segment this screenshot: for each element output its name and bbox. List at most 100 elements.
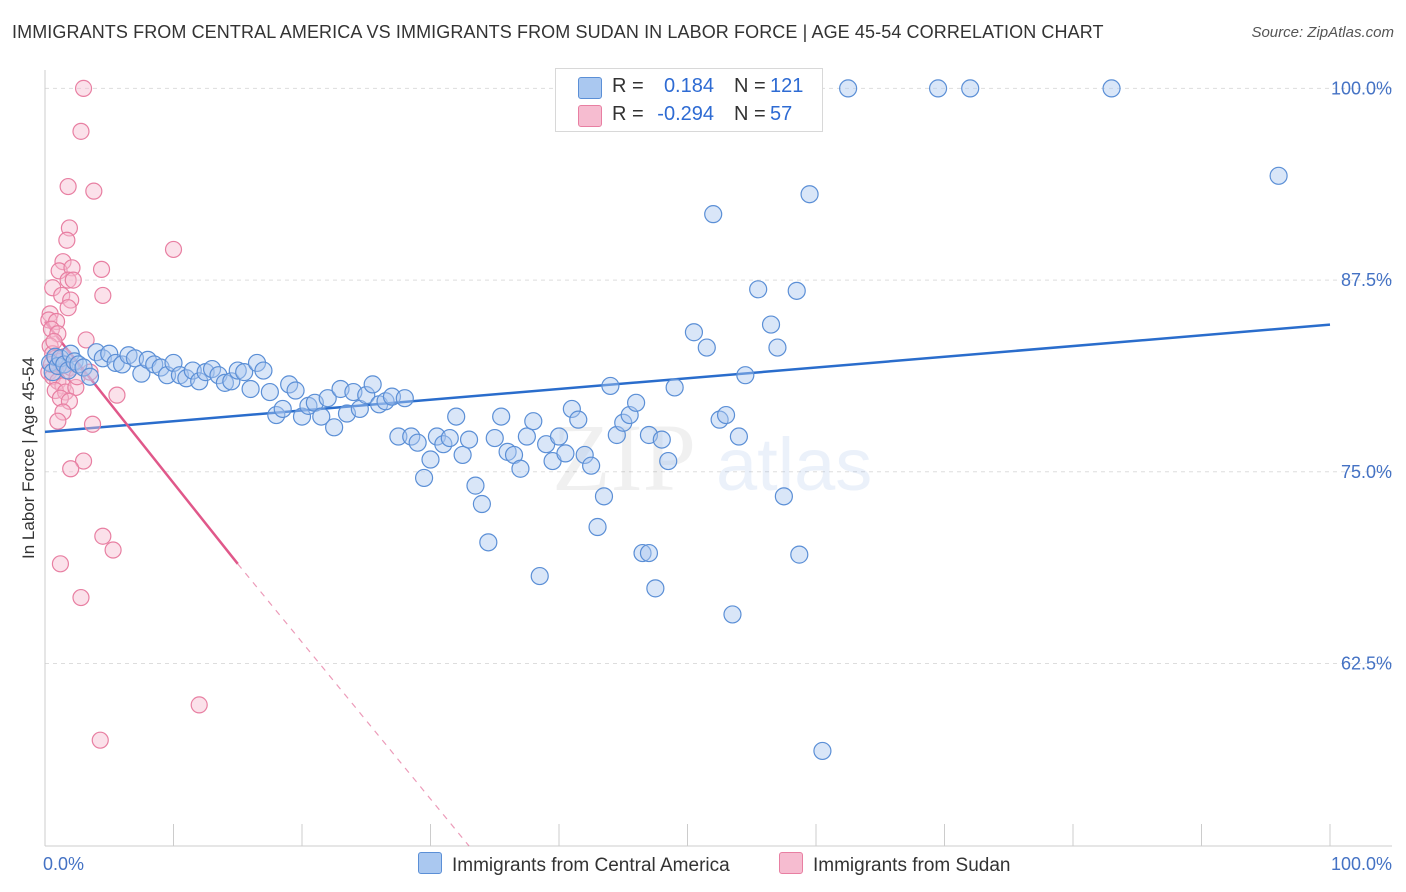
data-point-sudan [59,177,77,196]
legend-swatch-blue [578,77,602,99]
y-tick-label: 75.0% [1341,462,1392,482]
data-point-sudan [74,452,93,470]
x-tick-label-min: 0.0% [43,854,84,874]
data-point-central-america [453,445,472,465]
data-point-central-america [228,361,247,380]
data-point-central-america [639,543,659,563]
trend-line-sudan-extension [237,563,470,847]
data-point-central-america [652,430,671,449]
data-point-central-america [318,389,337,408]
data-point-central-america [716,405,736,425]
bottom-legend-sudan: Immigrants from Sudan [779,852,1010,877]
legend-n-label: N = [734,75,766,97]
data-point-central-america [556,444,575,463]
data-point-central-america [569,410,588,429]
correlation-legend: R = 0.184 N = 121 R = -0.294 N = 57 [555,68,823,132]
legend-n-label: N = [734,103,766,125]
y-tick-label: 100.0% [1331,78,1392,98]
data-point-central-america [633,543,652,563]
data-point-sudan [108,386,126,404]
watermark-atlas: atlas [716,423,872,506]
data-point-sudan [74,79,93,98]
data-point-sudan [59,271,77,289]
x-tick-label-max: 100.0% [1331,854,1392,874]
trend-line-central-america [44,323,1331,434]
data-point-central-america [790,545,809,564]
data-point-sudan [72,588,90,607]
data-point-central-america [395,389,414,408]
data-point-central-america [524,412,543,431]
data-point-sudan [58,231,76,249]
data-point-central-america [273,399,292,419]
data-point-central-america [517,427,536,446]
data-point-sudan [94,527,112,545]
data-point-central-america [69,355,88,374]
data-point-central-america [447,407,466,426]
data-point-central-america [459,430,479,449]
data-point-central-america [594,487,614,506]
trend-lines [44,320,1331,847]
bottom-legend-label: Immigrants from Sudan [813,855,1011,876]
data-point-central-america [813,741,832,761]
data-point-central-america [710,410,729,429]
data-point-central-america [1269,166,1288,185]
data-point-sudan [62,460,80,478]
data-point-central-america [768,338,787,357]
data-point-central-america [800,185,819,204]
data-point-central-america [190,372,209,391]
data-point-central-america [787,281,806,300]
data-point-central-america [961,79,980,98]
data-point-central-america [665,378,684,397]
data-point-central-america [472,494,491,514]
series-central-america-points [41,79,1288,761]
data-point-central-america [582,456,601,475]
data-point-central-america [575,445,594,465]
data-point-sudan [94,286,112,305]
bottom-legend-central-america: Immigrants from Central America [418,852,730,877]
data-point-sudan [104,541,122,559]
data-point-central-america [80,367,100,386]
data-point-sudan [91,731,109,749]
data-point-central-america [1102,79,1121,98]
data-point-central-america [601,376,620,396]
data-point-central-america [928,79,948,98]
data-point-sudan [54,253,72,271]
legend-r-value: -0.294 [657,103,714,125]
data-point-sudan [85,182,103,200]
data-point-sudan [45,332,63,351]
data-point-central-america [761,315,781,334]
data-point-central-america [408,433,427,452]
data-point-central-america [704,205,723,224]
data-point-sudan [83,415,102,433]
data-point-central-america [363,375,382,394]
legend-r-label: R = [612,103,644,125]
data-point-central-america [511,459,530,478]
legend-n-value: 121 [770,75,804,97]
legend-row-sudan: R = -0.294 N = 57 [556,100,822,130]
data-point-central-america [549,427,569,446]
legend-r-value: 0.184 [663,75,714,97]
data-point-sudan [54,403,72,421]
legend-n-value: 57 [770,103,793,125]
data-point-central-america [440,428,459,448]
data-point-sudan [51,389,70,407]
legend-row-central-america: R = 0.184 N = 121 [556,72,822,102]
data-point-central-america [588,517,607,537]
data-point-sudan [49,412,67,430]
data-point-central-america [215,373,234,392]
data-point-central-america [389,427,408,446]
data-point-sudan [190,696,208,714]
data-point-central-america [697,338,716,357]
data-point-sudan [77,331,95,349]
y-tick-label: 62.5% [1341,654,1392,674]
data-point-central-america [421,450,440,469]
data-point-sudan [64,271,82,289]
data-point-sudan [164,240,183,259]
data-point-sudan [59,299,77,317]
data-point-central-america [325,418,344,437]
data-point-central-america [492,407,511,426]
data-point-central-america [414,468,434,488]
data-point-central-america [839,79,858,98]
data-point-central-america [485,428,504,448]
grid-lines [45,87,1392,665]
